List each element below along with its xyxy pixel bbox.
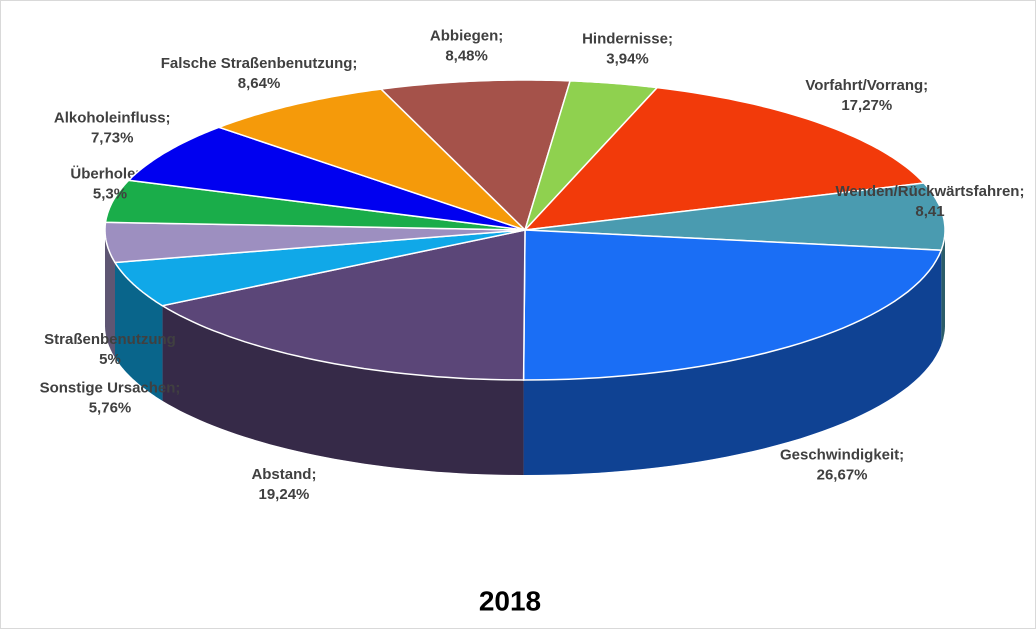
slice: [127, 126, 526, 231]
value-label: 7,73%: [91, 129, 134, 146]
slice-side-shade: [105, 230, 115, 358]
category-label: Sonstige Ursachen;: [40, 379, 181, 396]
category-label: Straßenbenutzung: [44, 331, 176, 348]
category-label: Abbiegen;: [430, 28, 503, 45]
slice-side: [105, 230, 115, 358]
value-label: 5,3%: [93, 186, 127, 203]
slice-side-shade: [523, 250, 942, 475]
value-label: 17,27%: [841, 97, 892, 114]
category-label: Alkoholeinfluss;: [54, 109, 171, 126]
slice: [522, 229, 943, 381]
slice-side-shade: [115, 262, 163, 401]
value-label: 8,64%: [238, 75, 281, 92]
slice: [379, 79, 572, 232]
slice-side: [162, 305, 524, 475]
value-label: 8,41: [915, 203, 944, 220]
value-label: 3,94%: [606, 50, 649, 67]
value-label: 5,76%: [89, 399, 132, 416]
category-label: Vorfahrt/Vorrang;: [805, 77, 928, 94]
slice-side-shade: [941, 230, 945, 346]
category-label: Abstand;: [251, 466, 316, 483]
value-label: 8,48%: [445, 48, 488, 65]
slice-side: [941, 230, 945, 346]
slice-side: [523, 250, 942, 475]
category-label: Hindernisse;: [582, 30, 673, 47]
slice: [216, 88, 526, 231]
category-label: Wenden/Rückwärtsfahren;: [836, 183, 1025, 200]
chart-title: 2018: [479, 585, 541, 616]
value-label: 26,67%: [817, 467, 868, 484]
slice-side-shade: [162, 305, 524, 475]
category-label: Geschwindigkeit;: [780, 447, 904, 464]
value-label: 19,24%: [259, 486, 310, 503]
slice: [160, 229, 526, 381]
slice-side: [115, 262, 163, 401]
slice: [104, 221, 526, 264]
slice: [524, 80, 659, 231]
value-label: 5%: [99, 351, 121, 368]
slice: [524, 182, 946, 251]
category-label: Falsche Straßenbenutzung;: [161, 55, 358, 72]
slice: [113, 229, 526, 307]
